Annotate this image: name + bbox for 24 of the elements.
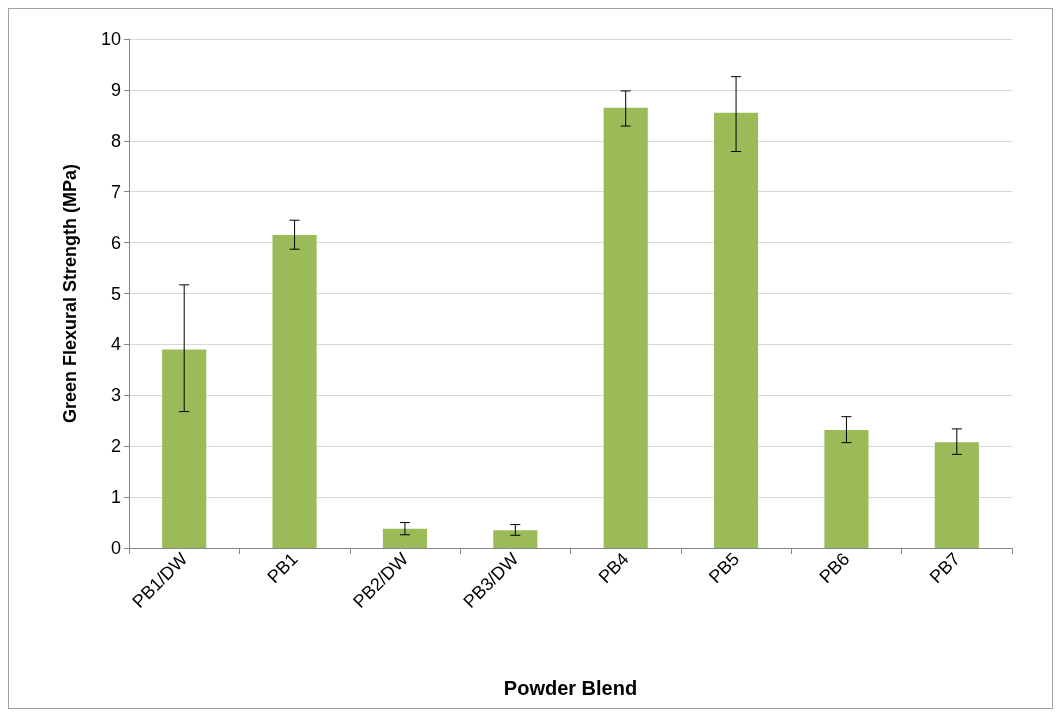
x-axis-title: Powder Blend [503, 677, 638, 699]
bar [934, 442, 979, 548]
y-tick-label: 9 [110, 79, 121, 100]
bar [382, 528, 428, 548]
bar [603, 107, 648, 548]
bar [713, 112, 759, 548]
y-tick-label: 2 [110, 436, 121, 457]
x-tick-label: PB6 [815, 548, 854, 588]
y-tick-label: 5 [110, 283, 121, 304]
y-tick-label: 1 [110, 487, 121, 508]
y-tick-label: 8 [110, 130, 121, 151]
bar [162, 349, 207, 548]
bar [824, 429, 869, 548]
bar [272, 234, 317, 548]
x-tick-label: PB4 [594, 548, 633, 588]
y-tick-label: 4 [110, 334, 121, 355]
y-tick-label: 10 [100, 29, 121, 49]
bar [493, 530, 538, 548]
y-axis-title: Green Flexural Strength (MPa) [60, 163, 80, 424]
y-tick-label: 3 [110, 385, 121, 406]
y-tick-label: 0 [110, 538, 121, 558]
y-tick-label: 7 [110, 181, 121, 202]
y-tick-label: 6 [110, 232, 121, 253]
x-tick-label: PB1 [263, 548, 302, 588]
